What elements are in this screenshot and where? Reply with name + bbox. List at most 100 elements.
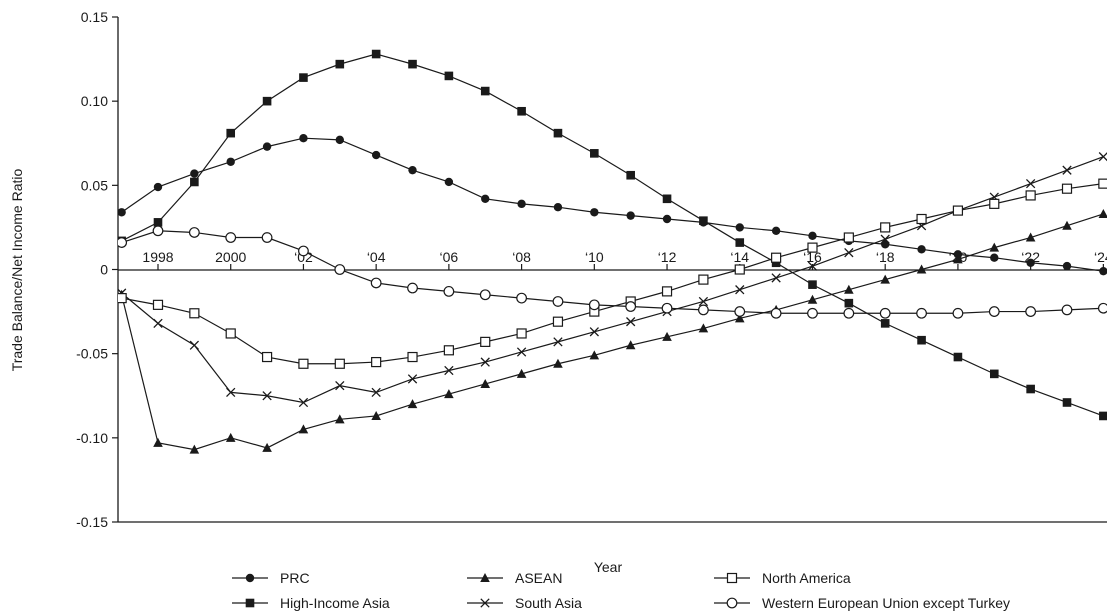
series-western-european-union-except-turkey <box>118 225 1107 319</box>
series-line <box>121 230 1104 314</box>
data-point <box>225 328 236 339</box>
legend-label: South Asia <box>515 595 582 611</box>
data-point <box>662 214 672 224</box>
x-tick-label: 1998 <box>142 249 173 265</box>
data-point <box>734 306 746 317</box>
data-point <box>553 128 563 138</box>
data-point <box>371 387 381 398</box>
data-point <box>299 134 308 143</box>
y-tick-label: 0.10 <box>81 93 108 109</box>
data-point <box>589 327 599 337</box>
data-point <box>625 340 636 350</box>
data-point <box>370 277 382 289</box>
data-point <box>444 71 454 81</box>
data-point <box>334 264 346 275</box>
legend-item: High-Income Asia <box>232 595 390 611</box>
y-tick-label: -0.10 <box>76 430 108 446</box>
data-point <box>444 389 454 399</box>
data-point <box>843 307 855 319</box>
series-line <box>121 137 1104 272</box>
data-point <box>153 182 163 192</box>
data-point <box>225 232 237 243</box>
data-point <box>953 352 963 362</box>
legend-marker <box>245 598 255 608</box>
data-point <box>879 307 891 319</box>
data-point <box>844 298 854 308</box>
legend-label: ASEAN <box>515 570 562 586</box>
y-tick-label: 0.05 <box>81 177 108 193</box>
data-point <box>189 308 200 319</box>
legend-marker <box>480 598 490 608</box>
data-point <box>298 397 309 408</box>
data-point <box>953 250 963 259</box>
data-point <box>698 323 709 333</box>
data-point <box>407 351 418 363</box>
data-point <box>553 337 563 347</box>
data-point <box>990 253 999 262</box>
data-point <box>480 357 490 367</box>
data-point <box>334 414 345 424</box>
data-point <box>1062 165 1072 175</box>
x-tick-label: ‘08 <box>512 249 531 265</box>
data-point <box>807 242 818 253</box>
data-point <box>153 218 163 227</box>
legend-item: North America <box>714 570 851 586</box>
series-line <box>121 213 1104 451</box>
data-point <box>408 165 417 175</box>
data-point <box>1025 190 1036 201</box>
data-point <box>553 203 563 212</box>
data-point <box>844 248 854 258</box>
data-point <box>153 437 163 447</box>
data-point <box>589 350 600 360</box>
legend-item: ASEAN <box>467 570 562 586</box>
legend-marker <box>726 572 738 584</box>
data-point <box>1099 266 1107 276</box>
data-point <box>952 205 964 216</box>
data-point <box>335 59 345 69</box>
x-tick-label: ‘16 <box>803 249 822 265</box>
legend-marker <box>245 573 255 583</box>
data-point <box>152 299 164 310</box>
legend-marker <box>480 573 490 582</box>
data-point <box>661 302 673 314</box>
data-point <box>880 274 891 284</box>
data-point <box>517 199 526 209</box>
data-point <box>225 432 236 442</box>
data-point <box>698 304 709 316</box>
data-point <box>1025 306 1037 317</box>
data-point <box>118 293 127 304</box>
data-point <box>517 106 526 116</box>
x-tick-label: ‘12 <box>658 249 677 265</box>
data-point <box>808 280 817 289</box>
data-point <box>1097 302 1107 314</box>
data-point <box>189 444 200 454</box>
data-point <box>335 135 344 145</box>
data-point <box>481 194 490 203</box>
data-point <box>771 226 781 235</box>
data-point <box>808 231 817 241</box>
data-point <box>480 86 490 96</box>
data-point <box>662 331 672 341</box>
data-point <box>734 313 745 323</box>
data-point <box>407 282 418 294</box>
data-point <box>371 49 381 59</box>
data-point <box>1062 261 1072 271</box>
data-point <box>1099 411 1107 421</box>
x-tick-label: 2000 <box>215 249 246 265</box>
data-point <box>444 177 454 187</box>
data-point <box>626 170 635 180</box>
data-point <box>226 157 235 166</box>
x-tick-label: ‘04 <box>367 249 386 265</box>
y-tick-label: -0.15 <box>76 514 108 530</box>
data-point <box>262 442 272 452</box>
series-line <box>121 183 1104 365</box>
data-point <box>1062 220 1072 230</box>
data-point <box>516 292 527 304</box>
data-point <box>1061 183 1073 194</box>
data-point <box>661 286 673 297</box>
data-point <box>479 289 491 301</box>
data-point <box>1098 152 1107 162</box>
data-point <box>880 234 890 244</box>
data-point <box>590 208 599 217</box>
data-point <box>844 284 854 294</box>
